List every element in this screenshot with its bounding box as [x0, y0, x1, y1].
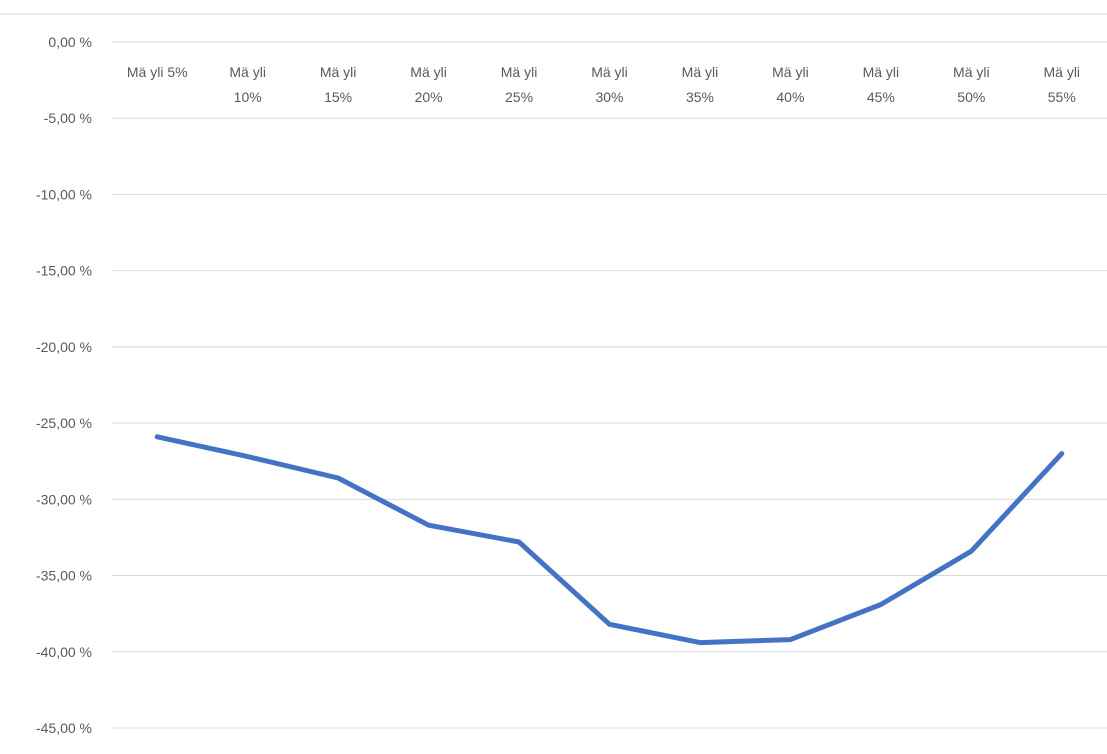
x-tick-label: Mä yli 50% — [953, 64, 990, 105]
y-tick-label: -45,00 % — [36, 720, 92, 736]
x-axis-tick-labels: Mä yli 5% Mä yli 10% Mä yli 15% Mä yli 20% Mä y… — [127, 64, 1080, 105]
gridlines — [0, 13, 1107, 729]
x-tick-label: Mä yli 30% — [591, 64, 628, 105]
y-tick-label: -15,00 % — [36, 263, 92, 279]
y-axis-tick-labels: 0,00 % -5,00 % -10,00 % -15,00 % -20,00 % -25… — [36, 34, 92, 736]
y-tick-label: -25,00 % — [36, 415, 92, 431]
x-tick-label: Mä yli 35% — [682, 64, 719, 105]
series-line — [154, 434, 1065, 646]
y-tick-label: -40,00 % — [36, 644, 92, 660]
x-tick-label: Mä yli 20% — [410, 64, 447, 105]
y-tick-label: -5,00 % — [44, 110, 92, 126]
y-tick-label: 0,00 % — [48, 34, 92, 50]
y-tick-label: -30,00 % — [36, 491, 92, 507]
x-tick-label: Mä yli 25% — [501, 64, 538, 105]
x-tick-label: Mä yli 5% — [127, 64, 188, 80]
series-layer — [154, 434, 1065, 646]
x-tick-label: Mä yli 15% — [320, 64, 357, 105]
x-tick-label: Mä yli 40% — [772, 64, 809, 105]
y-tick-label: -35,00 % — [36, 568, 92, 584]
x-tick-label: Mä yli 45% — [863, 64, 900, 105]
y-tick-label: -20,00 % — [36, 339, 92, 355]
x-tick-label: Mä yli 55% — [1043, 64, 1080, 105]
y-tick-label: -10,00 % — [36, 186, 92, 202]
x-tick-label: Mä yli 10% — [229, 64, 266, 105]
